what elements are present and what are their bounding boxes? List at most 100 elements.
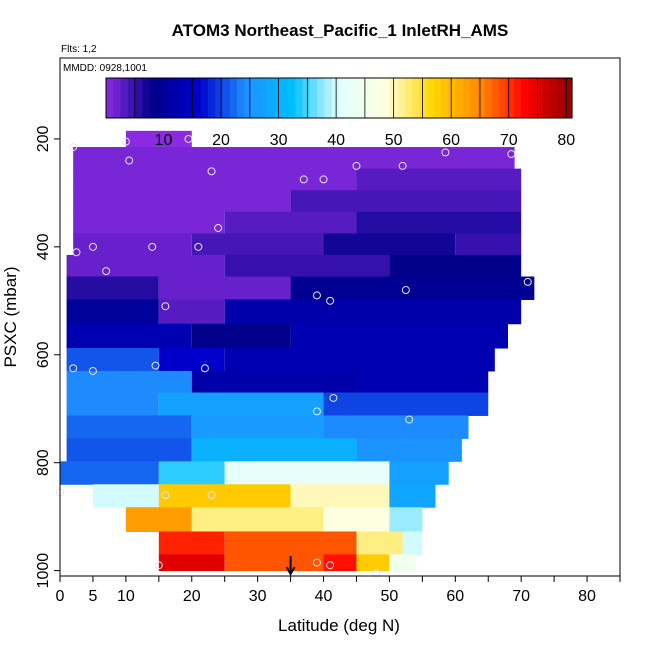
colorbar-swatch [440,78,449,118]
heatmap-cell [389,507,423,532]
observation-point [102,267,111,276]
heatmap-cell [158,348,225,372]
observation-point [401,286,410,295]
colorbar-swatch [477,78,486,118]
heatmap-cell [73,211,225,234]
colorbar-swatch [266,78,275,118]
colorbar-swatch [484,78,493,118]
y-tick-label: 1000 [35,553,52,589]
observation-point [69,143,78,152]
colorbar-swatch [295,78,304,118]
y-tick-label: 400 [35,233,52,260]
colorbar-swatch [200,78,209,118]
colorbar-swatch [171,78,180,118]
observation-point [214,223,223,232]
colorbar-swatch [280,78,289,118]
colorbar [105,77,573,119]
colorbar-tick-label: 10 [155,132,173,149]
colorbar-tick-label: 80 [557,132,575,149]
observation-point [69,364,78,373]
colorbar-swatch [491,78,500,118]
heatmap-cell [356,168,522,191]
observation-point [194,242,203,251]
heatmap-cell [158,461,225,485]
colorbar-swatch [521,78,529,118]
latitude-marker-arrow [285,556,296,577]
colorbar-swatch [368,78,377,118]
heatmap-cell [323,233,456,256]
flights-label: Flts: 1,2 [61,44,97,55]
x-tick-label: 20 [183,588,201,605]
observation-point [207,167,216,176]
heatmap-cell [191,323,291,349]
colorbar-swatch [324,78,333,118]
observation-point [312,558,321,567]
colorbar-swatch [419,78,427,118]
x-tick-label: 0 [56,588,65,605]
colorbar-swatch [470,78,478,118]
heatmap-cell [356,211,522,234]
heatmap-cell [191,233,324,256]
heatmap-cell [66,348,159,372]
colorbar-swatch [273,78,282,118]
y-tick-label: 800 [35,449,52,476]
colorbar-tick-label: 50 [385,132,403,149]
colorbar-swatch [106,78,114,118]
colorbar-swatch [564,78,573,118]
colorbar-swatch [331,78,340,118]
colorbar-swatch [207,78,216,118]
x-tick-label: 30 [249,588,267,605]
colorbar-tick-label: 40 [327,132,345,149]
observation-point [72,248,81,257]
x-axis-label: Latitude (deg N) [278,616,400,635]
chart-title: ATOM3 Northeast_Pacific_1 InletRH_AMS [172,21,509,40]
heatmap-cell [158,531,225,555]
colorbar-swatch [506,78,515,118]
colorbar-swatch [127,78,136,118]
y-axis: 200 400 600 800 1000 [35,125,60,588]
observation-points [56,134,532,578]
heatmap-cell [191,507,324,532]
y-axis-label: PSXC (mbar) [1,266,20,367]
observation-point [523,277,532,286]
colorbar-swatch [149,78,158,118]
heatmap-cell [60,461,159,485]
colorbar-swatch [557,78,566,118]
heatmap-cell [224,531,357,555]
observation-point [88,242,97,251]
x-tick-label: 60 [446,588,464,605]
colorbar-tick-labels: 10 20 30 40 50 60 70 80 [155,132,576,149]
colorbar-tick-label: 60 [442,132,460,149]
observation-point [184,134,193,143]
colorbar-swatch [215,78,224,118]
colorbar-swatch [550,78,559,118]
heatmap-cell [125,507,192,532]
colorbar-swatch [513,78,522,118]
colorbar-swatch [404,78,413,118]
colorbar-swatch [120,78,129,118]
heatmap-cell [290,484,390,508]
heatmap-cell [66,415,192,439]
colorbar-swatch [113,78,122,118]
colorbar-tick-label: 20 [212,132,230,149]
plot-frame [59,57,621,577]
heatmap-cell [389,554,416,572]
colorbar-swatch [353,78,362,118]
heatmap-cell [125,130,192,148]
colorbar-swatch [375,78,384,118]
heatmap-cell [66,299,159,325]
heatmap-cell [66,323,192,349]
colorbar-swatch [462,78,471,118]
heatmap-cells [60,130,535,572]
colorbar-swatch [229,78,238,118]
heatmap-cell [224,299,522,325]
x-tick-label: 70 [512,588,530,605]
heatmap-cell [191,415,324,439]
heatmap-cell [455,233,522,256]
observation-point [161,491,170,500]
heatmap-cell [323,392,489,416]
observation-point [200,364,209,373]
heatmap-cell [224,254,390,278]
colorbar-swatch [186,78,194,118]
